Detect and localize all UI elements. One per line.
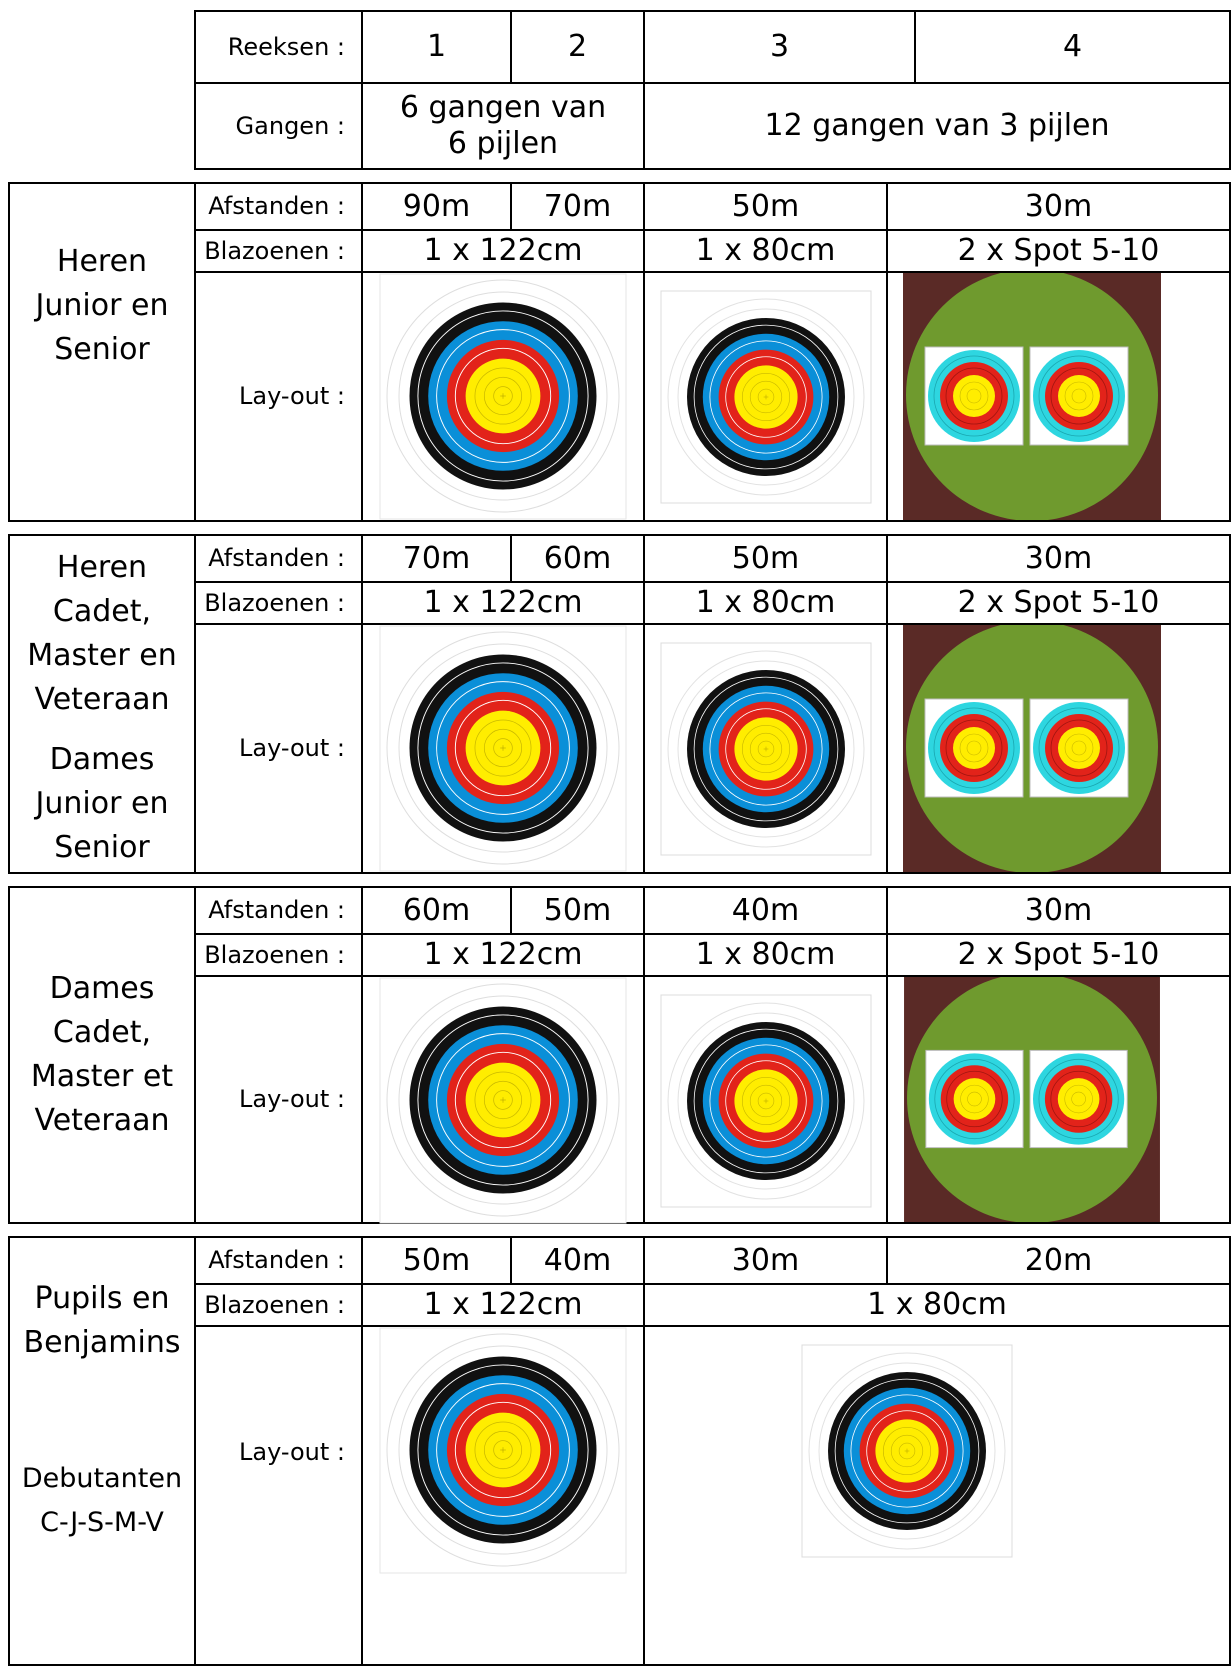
distance-series-1: 60m: [402, 892, 471, 928]
blazoenen-label: Blazoenen :: [204, 940, 345, 969]
face-80cm: 1 x 80cm: [695, 233, 836, 268]
category-heren-cadet-master-veteraan: Heren Cadet, Master en Veteraan: [27, 550, 177, 717]
series-2: 2: [567, 29, 588, 64]
target-80cm-image: [660, 642, 872, 856]
distance-series-2: 40m: [543, 1242, 612, 1278]
target-122cm-image: [379, 273, 627, 520]
distance-series-4: 30m: [1024, 188, 1093, 224]
target-122cm-image: [379, 977, 627, 1224]
spot-target-image: [903, 625, 1161, 872]
blazoenen-label: Blazoenen :: [204, 236, 345, 265]
face-80cm: 1 x 80cm: [695, 937, 836, 972]
target-122cm-image: [379, 1327, 627, 1574]
distance-series-2: 50m: [543, 892, 612, 928]
target-80cm-image: [801, 1344, 1013, 1558]
face-spot: 2 x Spot 5-10: [957, 585, 1160, 620]
spot-target-image: [903, 977, 1161, 1222]
distance-series-1: 90m: [402, 188, 471, 224]
target-80cm-image: [660, 290, 872, 504]
spot-target-image: [903, 273, 1161, 520]
series-3: 3: [769, 29, 790, 64]
face-spot: 2 x Spot 5-10: [957, 233, 1160, 268]
category-pupils-benjamins: Pupils en Benjamins: [23, 1281, 181, 1360]
distance-series-3: 40m: [731, 892, 800, 928]
distance-series-1: 70m: [402, 540, 471, 576]
layout-label: Lay-out :: [239, 1437, 345, 1466]
distance-series-1: 50m: [402, 1242, 471, 1278]
category-dames-cadet-master-veteraan: Dames Cadet, Master et Veteraan: [30, 971, 174, 1138]
category-heren-junior-senior: Heren Junior en Senior: [35, 244, 169, 367]
distance-series-2: 70m: [543, 188, 612, 224]
distance-series-2: 60m: [543, 540, 612, 576]
distance-series-4: 30m: [1024, 540, 1093, 576]
gangen-label: Gangen :: [235, 111, 345, 140]
section-2-table: [8, 534, 1231, 874]
layout-label: Lay-out :: [239, 734, 345, 763]
layout-label: Lay-out :: [239, 382, 345, 411]
blazoenen-label: Blazoenen :: [204, 588, 345, 617]
face-spot: 2 x Spot 5-10: [957, 937, 1160, 972]
distance-series-3: 50m: [731, 188, 800, 224]
layout-label: Lay-out :: [239, 1085, 345, 1114]
target-122cm-image: [379, 625, 627, 872]
target-80cm-image: [660, 994, 872, 1208]
face-122cm: 1 x 122cm: [423, 585, 583, 620]
afstanden-label: Afstanden :: [208, 192, 345, 221]
gangen-six-arrows: 6 gangen van 6 pijlen: [399, 90, 607, 161]
afstanden-label: Afstanden :: [208, 1246, 345, 1275]
afstanden-label: Afstanden :: [208, 544, 345, 573]
reeksen-label: Reeksen :: [227, 32, 345, 61]
category-dames-junior-senior: Dames Junior en Senior: [35, 742, 169, 865]
distance-series-3: 30m: [731, 1242, 800, 1278]
series-4: 4: [1062, 29, 1083, 64]
gangen-three-arrows: 12 gangen van 3 pijlen: [764, 108, 1110, 143]
distance-series-4: 20m: [1024, 1242, 1093, 1278]
face-122cm: 1 x 122cm: [423, 233, 583, 268]
series-1: 1: [426, 29, 447, 64]
face-122cm: 1 x 122cm: [423, 1287, 583, 1322]
category-debutanten: Debutanten C-J-S-M-V: [21, 1463, 183, 1538]
face-80cm: 1 x 80cm: [867, 1287, 1007, 1322]
distance-series-4: 30m: [1024, 892, 1093, 928]
header-table: [194, 10, 1231, 170]
distance-series-3: 50m: [731, 540, 800, 576]
face-122cm: 1 x 122cm: [423, 937, 583, 972]
blazoenen-label: Blazoenen :: [204, 1290, 345, 1319]
face-80cm: 1 x 80cm: [695, 585, 836, 620]
section-1-table: [8, 182, 1231, 522]
afstanden-label: Afstanden :: [208, 896, 345, 925]
